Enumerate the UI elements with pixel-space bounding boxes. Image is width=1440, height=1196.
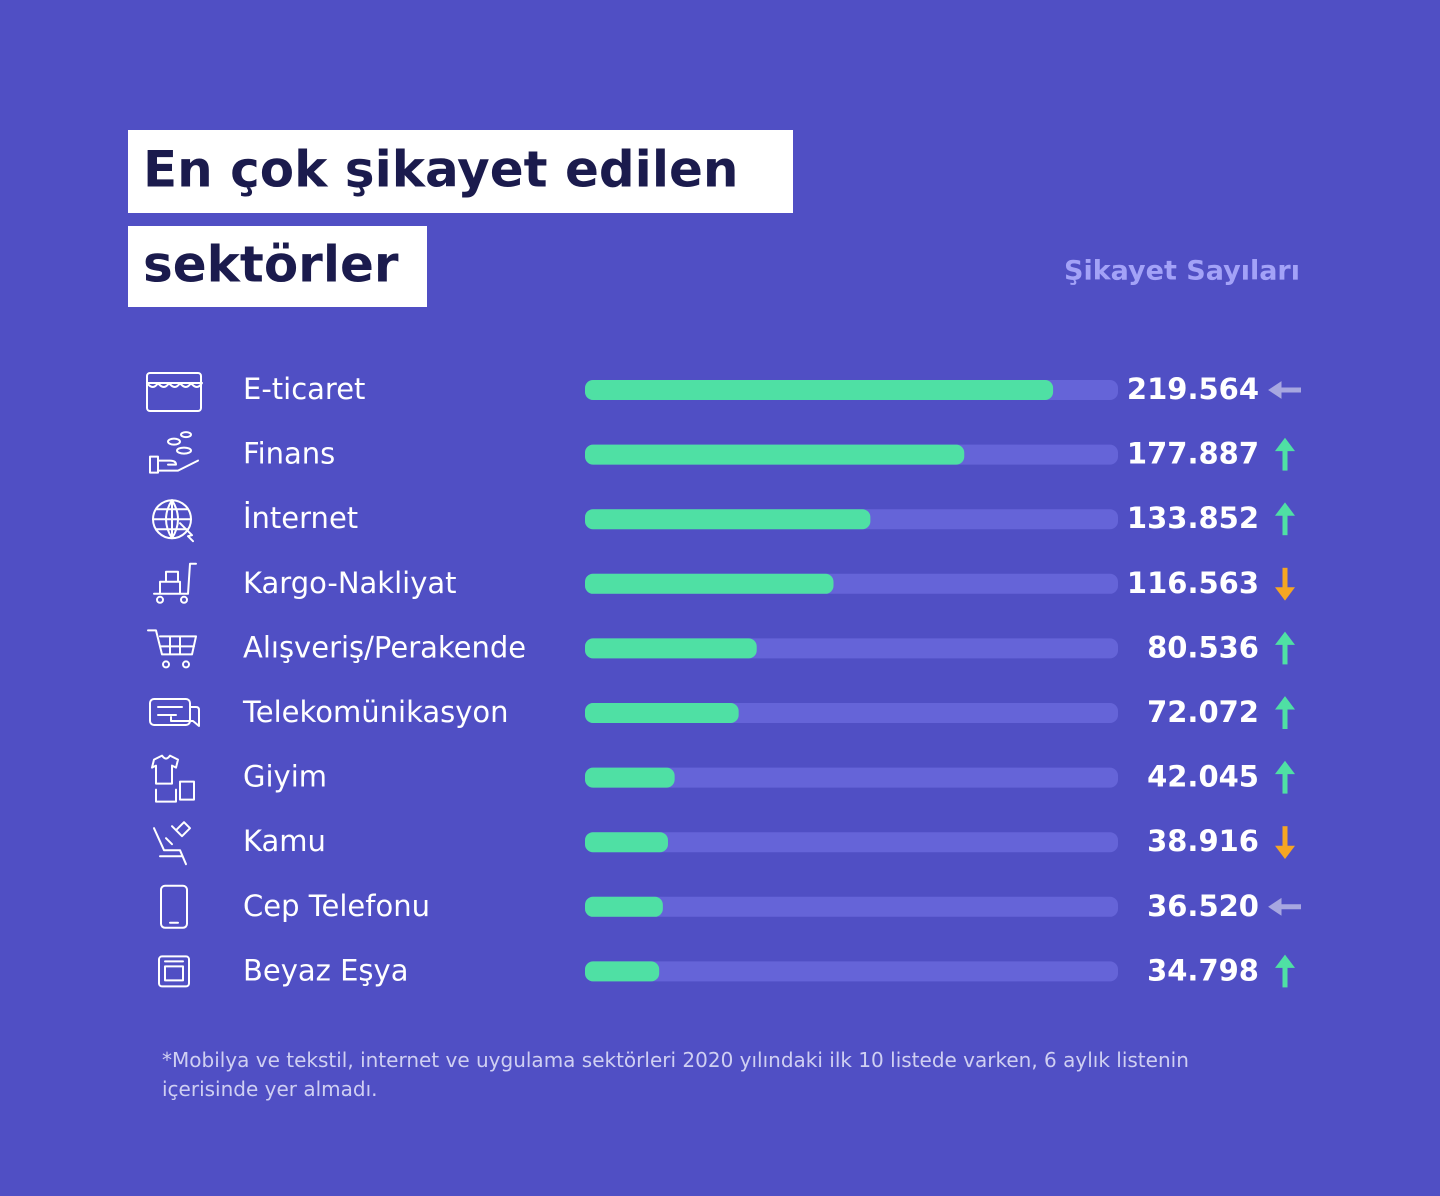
icon-part [149,455,199,474]
arrow-head [1275,587,1295,601]
value-label: 42.045 [1147,760,1259,794]
sector-icon [153,562,197,604]
value-label: 36.520 [1147,889,1259,923]
sector-icon [147,629,197,669]
category-label: Beyaz Eşya [243,953,408,987]
footnote: *Mobilya ve tekstil, internet ve uygulam… [162,1048,1189,1101]
sector-icon [146,372,203,412]
arrow-head [1275,954,1295,968]
icon-part [146,382,203,388]
trend-arrow [1275,954,1295,988]
arrow-head [1275,760,1295,775]
trend-arrow [1268,381,1301,399]
icon-part [180,595,188,604]
value-label: 38.916 [1147,824,1259,858]
chart-title: En çok şikayet edilen [143,141,738,199]
sector-icon [151,754,195,803]
icon-part [160,884,188,929]
bar-track [585,767,1118,788]
sector-icon [149,698,200,727]
icon-part [156,595,164,604]
trend-arrow [1275,696,1295,729]
arrow-head [1275,437,1295,452]
sector-icon [160,884,188,929]
sector-icon [149,431,199,474]
icon-part [176,446,192,455]
bar [585,573,834,594]
subtitle: Şikayet Sayıları [1064,256,1300,287]
icon-part [167,437,181,446]
trend-arrow [1275,760,1295,794]
icon-part [164,965,184,982]
value-label: 72.072 [1147,695,1259,729]
category-label: Finans [243,437,335,471]
arrow-head [1268,381,1282,399]
bar-track [585,832,1118,853]
trend-arrow [1275,567,1295,601]
bar [585,961,660,982]
value-label: 34.798 [1147,953,1259,987]
sector-icon [152,499,194,543]
icon-part [158,955,190,988]
bar [585,638,757,659]
icon-part [149,698,191,726]
sector-icon [158,955,190,988]
trend-arrow [1275,502,1295,536]
icon-part [153,821,191,866]
category-label: İnternet [243,501,358,535]
icon-part [146,372,202,412]
bar [585,444,965,465]
bar [585,832,668,853]
arrow-head [1275,845,1295,860]
arrow-head [1275,502,1295,516]
bar [585,509,871,530]
arrow-head [1268,897,1282,916]
icon-part [162,660,170,669]
icon-part [152,499,194,543]
category-label: Giyim [243,760,327,794]
category-label: Alışveriş/Perakende [243,630,526,664]
value-label: 116.563 [1127,566,1259,600]
bar-track [585,961,1118,982]
icon-part [151,754,195,803]
trend-arrow [1275,631,1295,665]
value-label: 133.852 [1127,501,1259,535]
arrow-head [1275,696,1295,710]
category-label: Telekomünikasyon [242,695,509,729]
bar [585,896,663,917]
icon-part [157,706,200,727]
category-label: Kargo-Nakliyat [243,566,457,600]
arrow-head [1275,631,1295,645]
icon-part [153,562,197,595]
category-label: Cep Telefonu [243,889,430,923]
bar [585,703,739,723]
icon-part [182,660,190,669]
trend-arrow [1268,897,1301,916]
category-label: E-ticaret [243,372,365,406]
sector-icon [153,821,191,866]
title-box [128,130,793,213]
value-label: 80.536 [1147,630,1259,664]
bar [585,767,675,788]
trend-arrow [1275,437,1295,471]
value-label: 177.887 [1127,437,1259,471]
trend-arrow [1275,826,1295,860]
chart-title: sektörler [143,236,399,294]
icon-part [180,431,192,439]
bar [585,380,1054,400]
bar-track [585,896,1118,917]
category-label: Kamu [243,824,326,858]
value-label: 219.564 [1127,372,1259,406]
icon-part [147,629,197,656]
title-box [128,226,427,307]
